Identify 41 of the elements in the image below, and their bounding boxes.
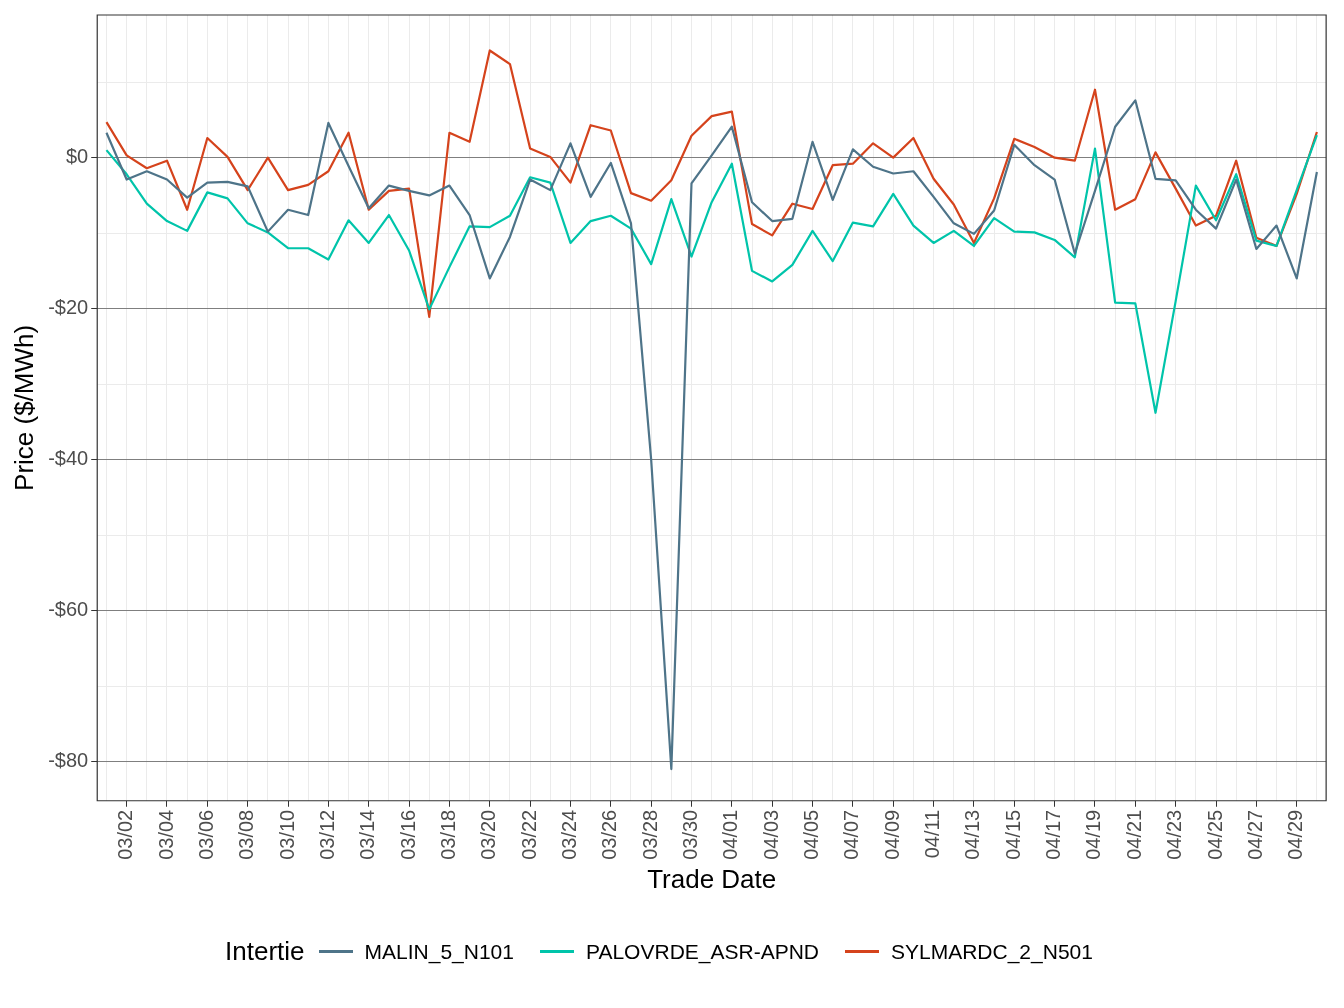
y-tick-label: $0 <box>65 145 89 168</box>
x-tick-label: 04/01 <box>719 809 742 860</box>
x-tick-label: 03/28 <box>638 809 661 860</box>
x-tick-label: 03/04 <box>154 809 177 860</box>
x-tick-label: 03/06 <box>194 809 217 860</box>
y-axis-title: Price ($/MWh) <box>8 324 39 491</box>
x-tick-label: 03/16 <box>396 809 419 860</box>
legend-label: PALOVRDE_ASR-APND <box>585 939 819 964</box>
x-tick-label: 04/07 <box>840 809 863 860</box>
legend-label: SYLMARDC_2_N501 <box>891 939 1093 964</box>
x-tick-label: 03/24 <box>557 809 580 860</box>
x-tick-label: 03/12 <box>315 809 338 860</box>
x-tick-label: 04/09 <box>880 809 903 860</box>
y-tick-label: -$40 <box>48 447 89 470</box>
x-tick-label: 04/17 <box>1042 809 1065 860</box>
x-tick-label: 03/18 <box>436 809 459 860</box>
x-tick-label: 03/08 <box>235 809 258 860</box>
x-tick-label: 03/14 <box>356 809 379 860</box>
x-tick-label: 04/19 <box>1082 809 1105 860</box>
x-tick-label: 04/23 <box>1163 809 1186 860</box>
x-tick-label: 04/21 <box>1122 809 1145 860</box>
x-tick-label: 03/22 <box>517 809 540 860</box>
y-tick-label: -$20 <box>48 296 89 319</box>
x-tick-label: 04/25 <box>1203 809 1226 860</box>
y-tick-label: -$80 <box>48 749 89 772</box>
x-tick-label: 04/27 <box>1243 809 1266 860</box>
x-tick-label: 04/05 <box>800 809 823 860</box>
x-tick-label: 03/26 <box>598 809 621 860</box>
x-tick-label: 03/30 <box>679 809 702 860</box>
x-tick-label: 03/10 <box>275 809 298 860</box>
x-tick-label: 03/20 <box>477 809 500 860</box>
x-tick-label: 03/02 <box>114 809 137 860</box>
legend-title: Intertie <box>225 936 305 967</box>
x-tick-label: 04/03 <box>759 809 782 860</box>
x-tick-label: 04/15 <box>1001 809 1024 860</box>
x-tick-label: 04/11 <box>921 809 944 859</box>
x-axis-title: Trade Date <box>647 863 777 894</box>
y-tick-label: -$60 <box>48 598 89 621</box>
legend-label: MALIN_5_N101 <box>364 939 514 964</box>
x-tick-label: 04/29 <box>1284 809 1307 860</box>
x-tick-label: 04/13 <box>961 809 984 860</box>
